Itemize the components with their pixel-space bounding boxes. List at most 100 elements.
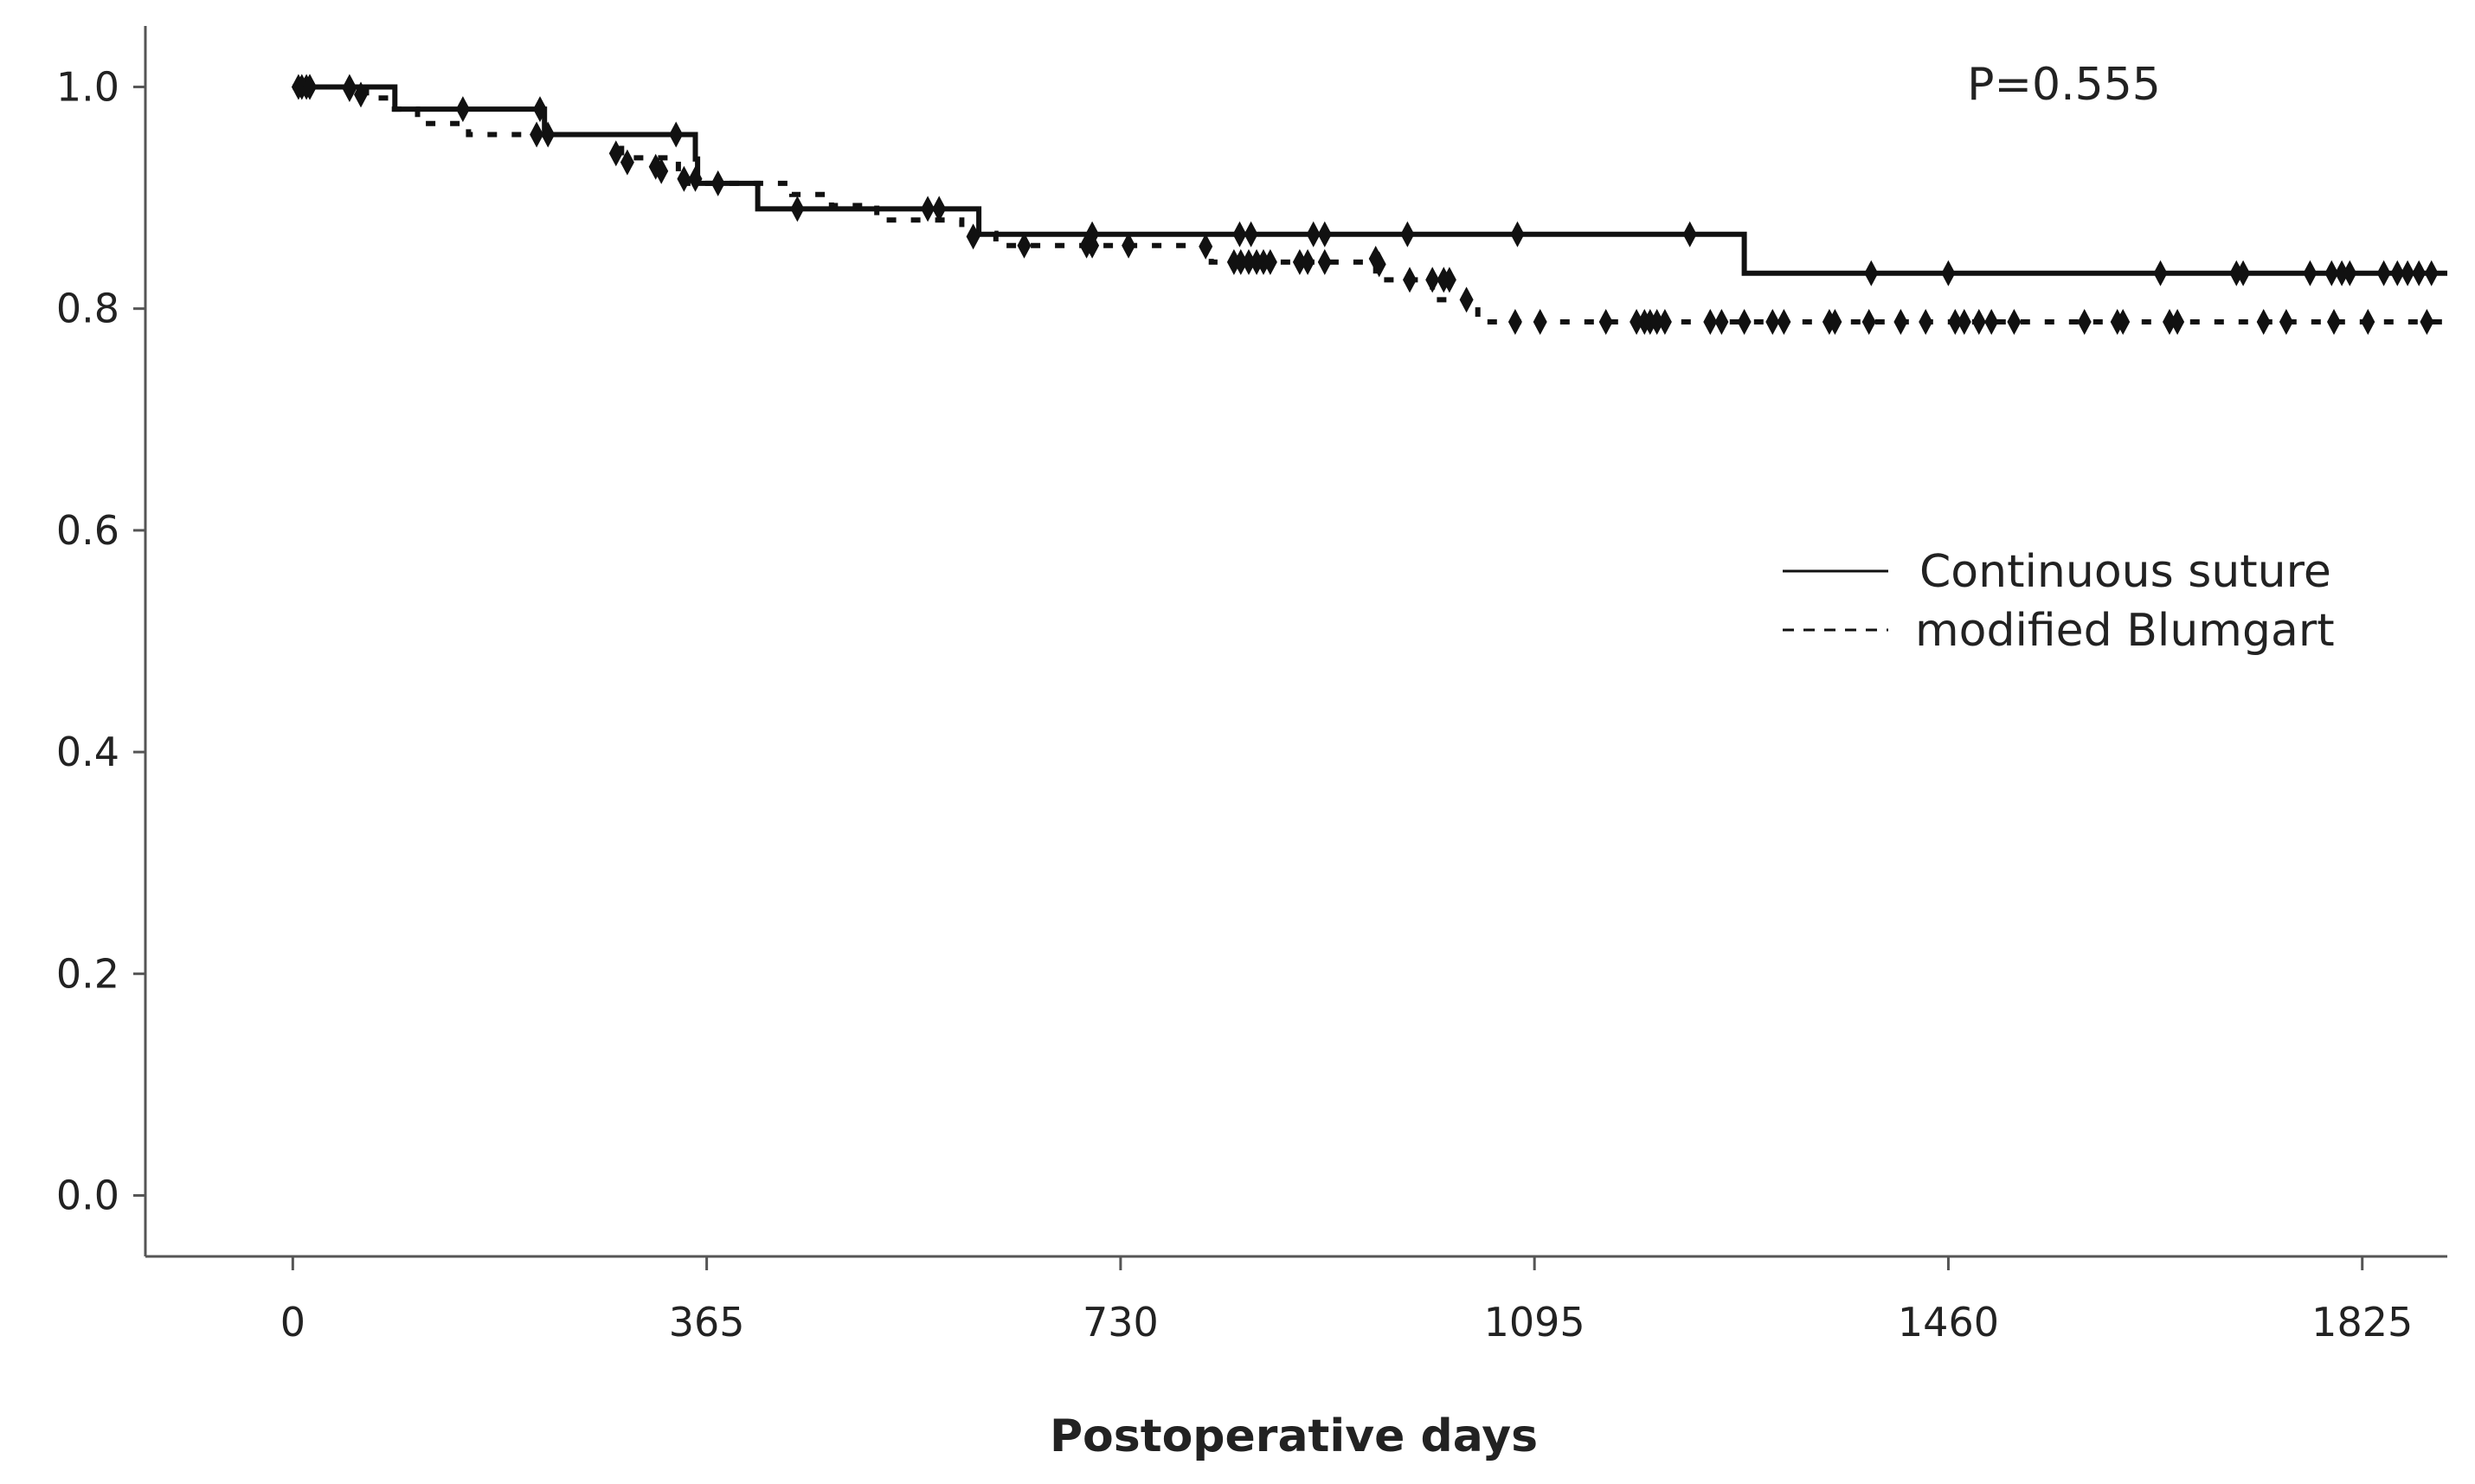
x-tick-label: 1460 [1898, 1299, 1999, 1346]
x-tick-label: 1095 [1484, 1299, 1585, 1346]
censor-mark-modified-blumgart [294, 74, 309, 100]
censor-mark-modified-blumgart [1919, 309, 1933, 335]
censor-mark-modified-blumgart [1459, 286, 1474, 313]
censor-mark-modified-blumgart [1533, 309, 1547, 335]
legend-label-modified-blumgart: modified Blumgart [1915, 605, 2335, 657]
censor-mark-continuous-suture [1941, 260, 1956, 286]
censor-mark-modified-blumgart [1292, 248, 1307, 275]
censor-mark-modified-blumgart [1017, 232, 1032, 259]
censor-mark-modified-blumgart [354, 81, 368, 108]
censor-mark-modified-blumgart [2361, 309, 2375, 335]
axes: 0.0 0.2 0.4 0.6 0.8 1.0 0 365 730 1095 1460 1825 [56, 26, 2447, 1346]
censor-mark-modified-blumgart [1598, 309, 1613, 335]
censor-mark-modified-blumgart [1861, 309, 1876, 335]
censor-mark-modified-blumgart [2256, 309, 2271, 335]
censor-mark-modified-blumgart [1971, 309, 1986, 335]
censor-mark-continuous-suture [2401, 260, 2415, 286]
censor-mark-modified-blumgart [2170, 309, 2185, 335]
censor-mark-modified-blumgart [1630, 309, 1644, 335]
censor-mark-continuous-suture [2343, 260, 2357, 286]
censor-mark-modified-blumgart [608, 140, 623, 167]
censor-mark-modified-blumgart [1765, 309, 1780, 335]
censor-mark-modified-blumgart [1425, 267, 1440, 293]
censor-mark-continuous-suture [2424, 260, 2439, 286]
censor-mark-modified-blumgart [1301, 248, 1315, 275]
legend: Continuous suture modified Blumgart [1783, 546, 2335, 657]
censor-mark-modified-blumgart [1737, 309, 1752, 335]
y-tick-label: 1.0 [56, 63, 119, 110]
censor-mark-continuous-suture [455, 96, 470, 123]
censor-mark-modified-blumgart [2420, 309, 2434, 335]
censor-mark-modified-blumgart [1703, 309, 1718, 335]
censor-mark-continuous-suture [2335, 260, 2350, 286]
censor-mark-modified-blumgart [342, 76, 357, 102]
x-tick-label: 1825 [2311, 1299, 2413, 1346]
censor-mark-modified-blumgart [654, 157, 669, 184]
censor-mark-modified-blumgart [1122, 232, 1136, 259]
x-axis-title: Postoperative days [1050, 1410, 1538, 1462]
censor-mark-modified-blumgart [2007, 309, 2022, 335]
y-tick-label: 0.8 [56, 286, 119, 332]
censor-mark-modified-blumgart [1948, 309, 1963, 335]
censor-mark-modified-blumgart [1085, 232, 1100, 259]
censor-mark-modified-blumgart [1957, 309, 1971, 335]
censor-mark-modified-blumgart [1317, 248, 1332, 275]
censor-mark-modified-blumgart [2116, 309, 2131, 335]
censor-mark-modified-blumgart [2327, 309, 2341, 335]
censor-mark-continuous-suture [1232, 221, 1247, 247]
censor-mark-continuous-suture [2236, 260, 2251, 286]
censor-mark-continuous-suture [1317, 221, 1332, 247]
p-value-annotation: P=0.555 [1967, 59, 2161, 111]
censor-mark-continuous-suture [921, 196, 935, 222]
censor-mark-modified-blumgart [790, 196, 805, 222]
censor-mark-modified-blumgart [2163, 309, 2176, 335]
censor-mark-continuous-suture [2324, 260, 2339, 286]
series-layer [291, 74, 2447, 335]
x-tick-label: 365 [669, 1299, 745, 1346]
legend-label-continuous-suture: Continuous suture [1919, 546, 2331, 598]
censor-mark-modified-blumgart [966, 223, 980, 250]
censor-mark-modified-blumgart [1242, 248, 1256, 275]
censor-mark-continuous-suture [533, 96, 547, 123]
censor-mark-modified-blumgart [2077, 309, 2092, 335]
censor-mark-modified-blumgart [1199, 233, 1213, 260]
censor-mark-modified-blumgart [710, 170, 725, 196]
series-line-continuous-suture [292, 84, 2447, 276]
censor-mark-modified-blumgart [1777, 309, 1791, 335]
censor-mark-continuous-suture [2390, 260, 2405, 286]
censor-mark-continuous-suture [669, 121, 684, 148]
censor-mark-modified-blumgart [541, 121, 556, 148]
censor-mark-modified-blumgart [1828, 309, 1842, 335]
censor-mark-continuous-suture [1510, 221, 1525, 247]
censor-mark-continuous-suture [1682, 221, 1697, 247]
censor-mark-continuous-suture [1306, 221, 1321, 247]
y-tick-label: 0.4 [56, 729, 119, 775]
censor-mark-modified-blumgart [1893, 309, 1908, 335]
censor-mark-continuous-suture [2412, 260, 2427, 286]
y-tick-label: 0.0 [56, 1172, 119, 1219]
censor-mark-modified-blumgart [1233, 248, 1248, 275]
censor-mark-modified-blumgart [303, 74, 317, 100]
censor-mark-modified-blumgart [1442, 267, 1456, 293]
censor-mark-modified-blumgart [1714, 309, 1729, 335]
censor-mark-continuous-suture [932, 196, 947, 222]
censor-mark-modified-blumgart [1984, 309, 1999, 335]
censor-mark-continuous-suture [2303, 260, 2318, 286]
censor-mark-modified-blumgart [1649, 309, 1664, 335]
censor-mark-modified-blumgart [620, 149, 634, 176]
censor-mark-modified-blumgart [2279, 309, 2293, 335]
censor-mark-continuous-suture [1864, 260, 1879, 286]
censor-mark-continuous-suture [1244, 221, 1258, 247]
censor-mark-modified-blumgart [1403, 267, 1417, 293]
censor-mark-continuous-suture [2153, 260, 2168, 286]
censor-mark-modified-blumgart [530, 121, 544, 148]
y-tick-label: 0.2 [56, 950, 119, 997]
y-tick-label: 0.6 [56, 507, 119, 554]
censor-mark-modified-blumgart [688, 165, 703, 192]
censor-mark-continuous-suture [1400, 221, 1415, 247]
censor-mark-modified-blumgart [1372, 251, 1386, 278]
censor-mark-modified-blumgart [677, 165, 691, 192]
censor-mark-modified-blumgart [1657, 309, 1672, 335]
series-line-modified-blumgart [292, 84, 2447, 324]
